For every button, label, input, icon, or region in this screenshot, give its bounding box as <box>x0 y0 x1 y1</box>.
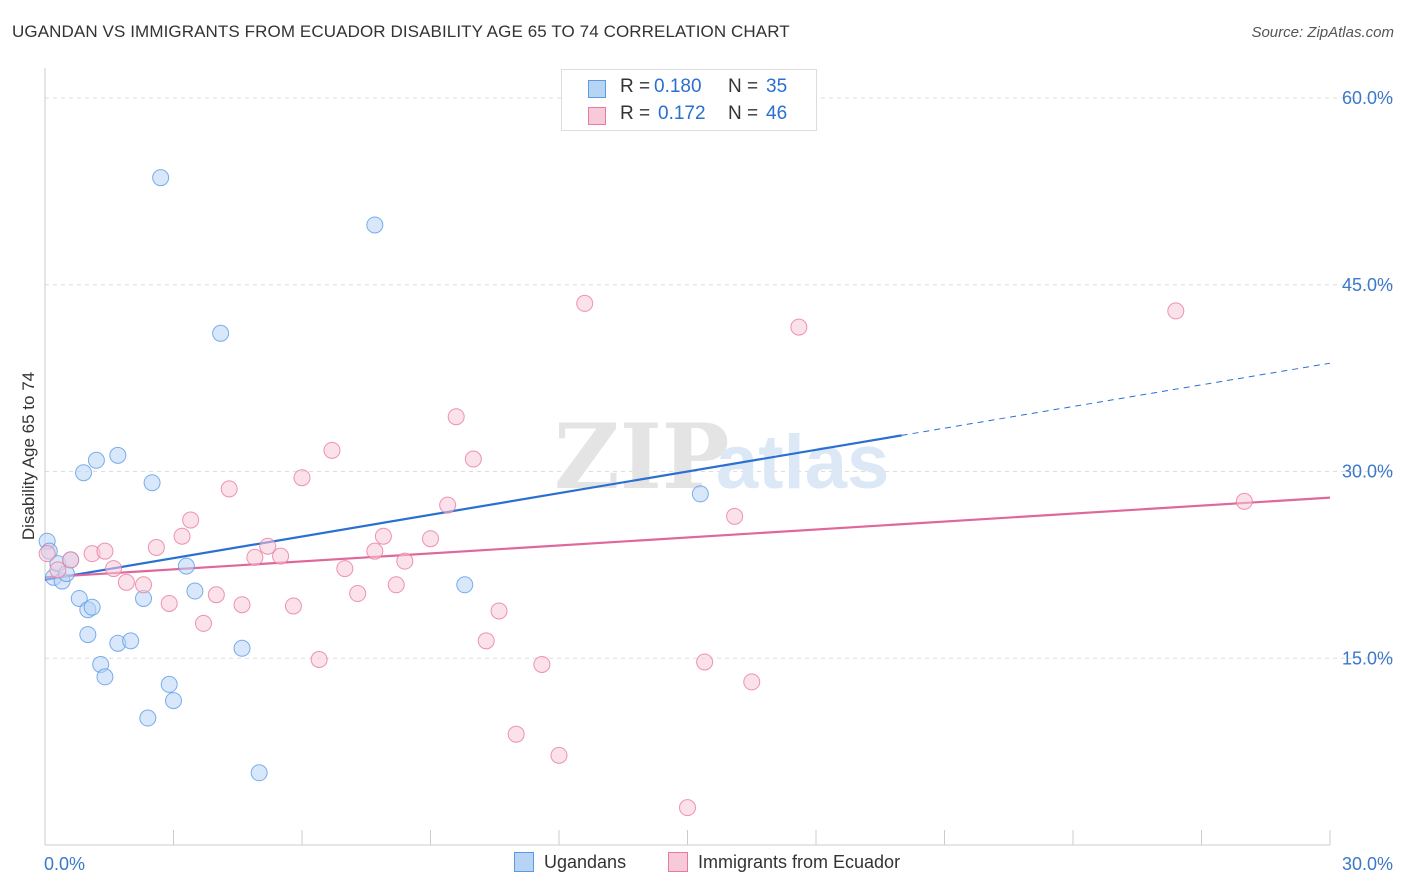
point-ecuador <box>533 655 551 673</box>
point-ecuador <box>135 576 153 594</box>
y-tick-label: 60.0% <box>1342 88 1393 108</box>
point-ugandans <box>165 692 182 710</box>
point-ecuador <box>117 573 135 591</box>
point-ecuador <box>336 560 354 578</box>
point-ugandans <box>70 589 88 607</box>
point-ecuador <box>550 746 568 764</box>
point-ecuador <box>1167 302 1185 320</box>
point-ecuador <box>422 530 439 548</box>
point-ecuador <box>387 576 405 594</box>
bottom-legend-ecuador: Immigrants from Ecuador <box>668 852 900 873</box>
point-ecuador <box>233 596 251 614</box>
point-ecuador <box>62 551 80 569</box>
r-label: R = <box>620 76 651 97</box>
n-label: N = <box>728 103 759 124</box>
axes <box>44 68 1331 846</box>
point-ecuador <box>284 597 302 615</box>
point-ecuador <box>790 318 808 336</box>
grid-lines <box>45 97 1395 659</box>
point-ecuador <box>439 496 457 514</box>
point-ecuador <box>182 511 200 529</box>
n-value: 46 <box>766 103 788 124</box>
bottom-legend-swatch-ecuador <box>668 852 688 872</box>
point-ecuador <box>507 725 525 743</box>
point-ugandans <box>233 639 251 657</box>
point-ecuador <box>743 673 761 691</box>
r-value: 0.180 <box>654 76 702 97</box>
x-tick-label: 30.0% <box>1342 854 1393 874</box>
point-ecuador <box>374 527 392 545</box>
trend-line-ugandans <box>44 434 902 581</box>
y-tick-label: 15.0% <box>1342 648 1393 668</box>
point-ugandans <box>212 324 230 342</box>
bottom-legend-swatch-ugandans <box>514 852 534 872</box>
point-ecuador <box>679 799 696 817</box>
data-points <box>38 169 1253 817</box>
point-ugandans <box>152 169 170 187</box>
point-ecuador <box>293 469 311 487</box>
chart-title: UGANDAN VS IMMIGRANTS FROM ECUADOR DISAB… <box>12 22 790 41</box>
point-ecuador <box>38 545 56 563</box>
point-ecuador <box>576 294 594 312</box>
point-ecuador <box>173 527 191 545</box>
trend-line-ugandans-extension <box>901 362 1331 436</box>
point-ecuador <box>246 548 264 566</box>
point-ugandans <box>122 632 140 650</box>
point-ecuador <box>447 408 465 426</box>
point-ugandans <box>177 557 195 575</box>
n-value: 35 <box>766 76 788 97</box>
point-ecuador <box>323 441 341 459</box>
y-axis-label: Disability Age 65 to 74 <box>19 372 38 540</box>
point-ecuador <box>272 547 290 565</box>
x-tick-label: 0.0% <box>44 854 85 874</box>
point-ecuador <box>310 650 328 668</box>
point-ugandans <box>160 675 178 693</box>
point-ecuador <box>49 561 67 579</box>
point-ecuador <box>194 614 212 632</box>
point-ecuador <box>349 585 367 603</box>
point-ecuador <box>396 552 414 570</box>
point-ecuador <box>220 480 238 498</box>
bottom-legend-ugandans: Ugandans <box>514 852 626 873</box>
point-ecuador <box>147 538 165 556</box>
y-tick-label: 30.0% <box>1342 462 1393 482</box>
point-ugandans <box>87 451 105 469</box>
point-ugandans <box>366 216 384 234</box>
correlation-legend: R = 0.180 N = 35 R = 0.172 N = 46 <box>561 69 817 131</box>
point-ecuador <box>207 586 225 604</box>
point-ugandans <box>75 464 93 482</box>
point-ugandans <box>691 485 709 503</box>
point-ecuador <box>105 560 123 578</box>
point-ecuador <box>490 602 508 620</box>
bottom-legend-label: Ugandans <box>544 852 627 872</box>
r-value: 0.172 <box>658 103 706 124</box>
point-ugandans <box>79 626 97 644</box>
point-ecuador <box>696 653 714 671</box>
source-label: Source: ZipAtlas.com <box>1251 24 1394 41</box>
point-ecuador <box>477 632 495 650</box>
point-ugandans <box>143 474 161 492</box>
r-label: R = <box>620 103 651 124</box>
legend-swatch-ugandans <box>588 80 606 98</box>
tick-labels: 15.0% 30.0% 45.0% 60.0% 0.0% 30.0% <box>44 88 1393 874</box>
point-ecuador <box>160 594 178 612</box>
point-ugandans <box>96 668 114 686</box>
point-ugandans <box>139 709 157 727</box>
point-ecuador <box>464 450 482 468</box>
legend-swatch-ecuador <box>588 107 606 125</box>
point-ecuador <box>366 542 384 560</box>
point-ecuador <box>96 542 114 560</box>
y-tick-label: 45.0% <box>1342 275 1393 295</box>
point-ugandans <box>83 598 101 616</box>
n-label: N = <box>728 76 759 97</box>
point-ecuador <box>259 537 277 555</box>
point-ecuador <box>726 507 744 525</box>
point-ecuador <box>1235 492 1253 510</box>
point-ugandans <box>186 582 204 600</box>
point-ugandans <box>456 576 474 594</box>
bottom-legend-label: Immigrants from Ecuador <box>698 852 901 872</box>
point-ugandans <box>250 764 268 782</box>
point-ugandans <box>109 446 127 464</box>
